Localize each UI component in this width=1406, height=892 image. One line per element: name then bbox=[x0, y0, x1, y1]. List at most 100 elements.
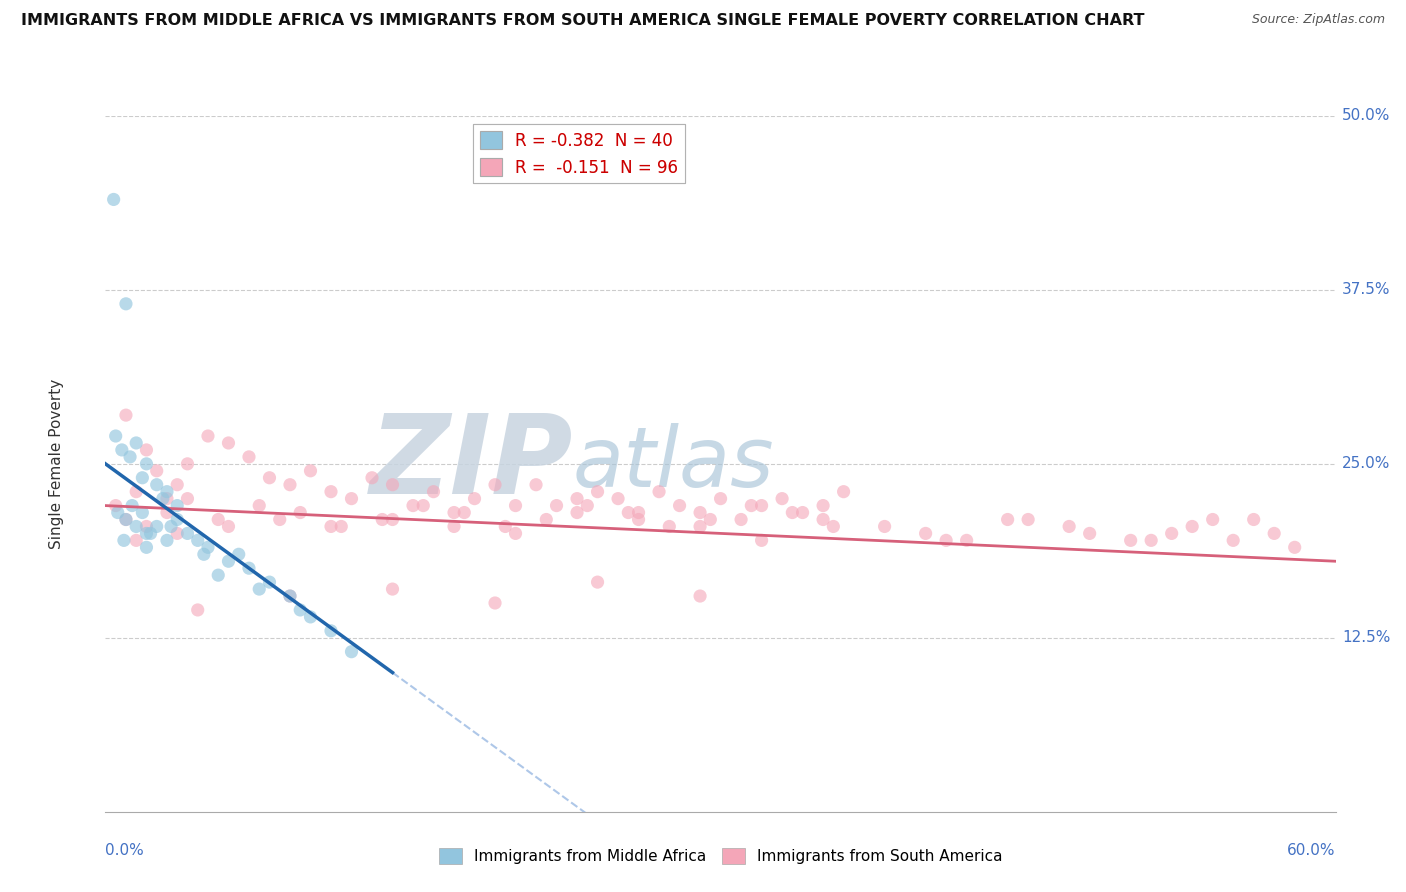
Point bbox=[340, 491, 363, 506]
Point bbox=[290, 506, 312, 520]
Text: 60.0%: 60.0% bbox=[1288, 843, 1336, 858]
Point bbox=[247, 499, 270, 513]
Point bbox=[135, 526, 157, 541]
Point bbox=[699, 512, 721, 526]
Point bbox=[125, 533, 148, 548]
Point bbox=[166, 512, 188, 526]
Point bbox=[193, 547, 215, 561]
Point bbox=[956, 533, 979, 548]
Point bbox=[1243, 512, 1265, 526]
Point bbox=[997, 512, 1019, 526]
Point bbox=[1119, 533, 1142, 548]
Point bbox=[207, 512, 229, 526]
Point bbox=[290, 603, 312, 617]
Point bbox=[668, 499, 690, 513]
Point bbox=[648, 484, 671, 499]
Point bbox=[546, 499, 568, 513]
Point bbox=[319, 519, 342, 533]
Text: atlas: atlas bbox=[574, 424, 775, 504]
Point bbox=[935, 533, 957, 548]
Point bbox=[443, 519, 465, 533]
Point bbox=[402, 499, 425, 513]
Point bbox=[176, 457, 198, 471]
Point bbox=[145, 519, 167, 533]
Point bbox=[330, 519, 353, 533]
Text: 50.0%: 50.0% bbox=[1341, 109, 1391, 123]
Point bbox=[1181, 519, 1204, 533]
Point bbox=[238, 450, 260, 464]
Point bbox=[1078, 526, 1101, 541]
Point bbox=[536, 512, 558, 526]
Point bbox=[125, 436, 148, 450]
Point bbox=[278, 589, 301, 603]
Point bbox=[135, 519, 157, 533]
Point bbox=[160, 519, 183, 533]
Point bbox=[131, 506, 153, 520]
Point bbox=[187, 603, 209, 617]
Point bbox=[505, 499, 527, 513]
Point bbox=[197, 541, 219, 555]
Point bbox=[115, 512, 138, 526]
Point bbox=[218, 554, 240, 568]
Point bbox=[873, 519, 896, 533]
Text: 12.5%: 12.5% bbox=[1341, 631, 1391, 645]
Point bbox=[689, 589, 711, 603]
Point bbox=[586, 575, 609, 590]
Point bbox=[176, 526, 198, 541]
Point bbox=[207, 568, 229, 582]
Point bbox=[782, 506, 804, 520]
Point bbox=[228, 547, 250, 561]
Point bbox=[135, 457, 157, 471]
Point bbox=[751, 533, 773, 548]
Point bbox=[120, 450, 141, 464]
Point bbox=[1201, 512, 1223, 526]
Point bbox=[422, 484, 444, 499]
Point bbox=[176, 491, 198, 506]
Text: Source: ZipAtlas.com: Source: ZipAtlas.com bbox=[1251, 13, 1385, 27]
Text: 37.5%: 37.5% bbox=[1341, 283, 1391, 297]
Point bbox=[494, 519, 516, 533]
Point bbox=[832, 484, 855, 499]
Legend: R = -0.382  N = 40, R =  -0.151  N = 96: R = -0.382 N = 40, R = -0.151 N = 96 bbox=[474, 124, 685, 183]
Point bbox=[658, 519, 681, 533]
Point bbox=[689, 519, 711, 533]
Point bbox=[115, 297, 138, 311]
Point bbox=[104, 429, 127, 443]
Point bbox=[278, 589, 301, 603]
Point bbox=[617, 506, 640, 520]
Text: ZIP: ZIP bbox=[370, 410, 574, 517]
Point bbox=[792, 506, 814, 520]
Point bbox=[505, 526, 527, 541]
Point bbox=[111, 442, 134, 457]
Point bbox=[381, 582, 404, 596]
Point bbox=[299, 610, 322, 624]
Point bbox=[156, 484, 179, 499]
Point bbox=[607, 491, 630, 506]
Point bbox=[156, 533, 179, 548]
Point bbox=[187, 533, 209, 548]
Text: 25.0%: 25.0% bbox=[1341, 457, 1391, 471]
Point bbox=[484, 596, 506, 610]
Point bbox=[103, 193, 125, 207]
Point bbox=[145, 477, 167, 491]
Point bbox=[135, 442, 157, 457]
Point bbox=[319, 484, 342, 499]
Point bbox=[586, 484, 609, 499]
Point bbox=[412, 499, 434, 513]
Point bbox=[453, 506, 475, 520]
Point bbox=[115, 408, 138, 422]
Point bbox=[751, 499, 773, 513]
Point bbox=[1140, 533, 1163, 548]
Point bbox=[121, 499, 143, 513]
Point bbox=[1057, 519, 1080, 533]
Point bbox=[166, 499, 188, 513]
Point bbox=[1263, 526, 1285, 541]
Point bbox=[823, 519, 845, 533]
Point bbox=[131, 471, 153, 485]
Point bbox=[340, 645, 363, 659]
Point bbox=[197, 429, 219, 443]
Point bbox=[104, 499, 127, 513]
Point bbox=[381, 512, 404, 526]
Point bbox=[464, 491, 486, 506]
Point bbox=[565, 491, 588, 506]
